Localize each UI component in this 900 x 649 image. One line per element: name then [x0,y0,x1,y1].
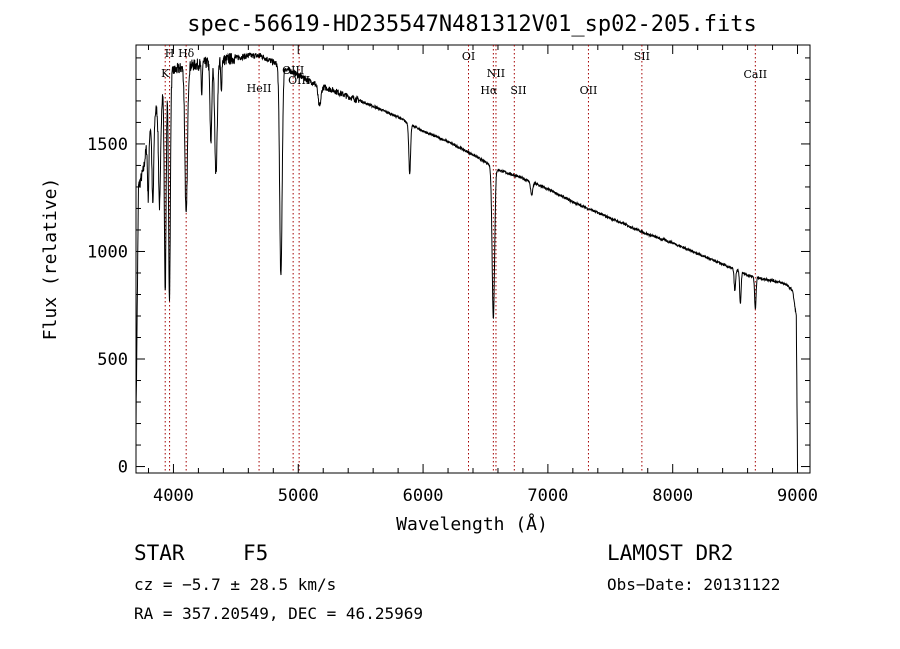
redshift-text: cz = −5.7 ± 28.5 km/s [134,575,336,594]
spectral-line-markers [164,45,756,473]
x-axis-title: Wavelength (Å) [396,513,548,535]
x-tick-label: 6000 [403,486,444,506]
x-tick-label: 9000 [777,486,818,506]
x-tick-label: 5000 [278,486,319,506]
chart-title: spec-56619-HD235547N481312V01_sp02-205.f… [187,12,757,37]
spectral-line-label: SII [634,50,650,63]
y-axis-title: Flux (relative) [40,178,61,341]
spectral-line-label: HeII [247,82,272,95]
y-tick-label: 1000 [87,242,128,262]
y-axis-ticks: 0 500 1000 1500 [87,57,810,478]
spectral-line-label: H [165,47,175,60]
spectral-line-label: Hδ [178,47,195,60]
spectral-line-label: K [161,67,170,80]
spectral-line-label: NII [487,67,505,80]
obs-date: Obs−Date: 20131122 [607,575,780,594]
y-tick-label: 500 [97,350,128,370]
x-tick-label: 7000 [527,486,568,506]
spectral-line-label: SII [510,84,526,97]
y-tick-label: 0 [118,458,128,478]
x-tick-label: 4000 [153,486,194,506]
survey-name: LAMOST DR2 [607,541,733,565]
spectral-line-label: Hα [480,84,498,97]
y-tick-label: 1500 [87,135,128,155]
x-tick-label: 8000 [652,486,693,506]
coordinates: RA = 357.20549, DEC = 46.25969 [134,604,423,623]
spectral-line-label: OII [580,84,598,97]
object-subclass: F5 [243,541,268,565]
spectral-line-label: OI [462,50,475,63]
spectrum-series-line [135,52,798,466]
spectral-line-label: CaII [743,68,767,81]
x-axis-ticks: 4000 5000 6000 7000 8000 9000 [147,45,818,506]
object-class: STAR [134,541,185,565]
